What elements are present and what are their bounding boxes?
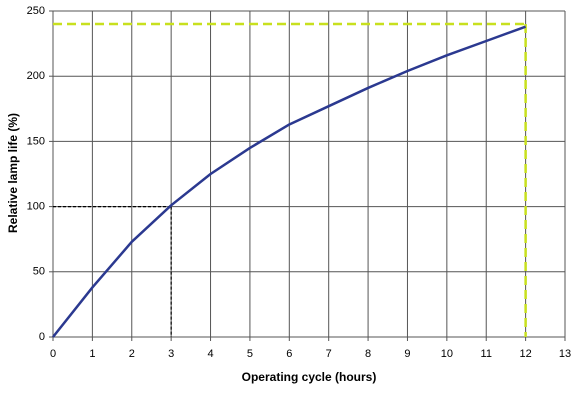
x-tick-label: 5 — [247, 348, 253, 360]
x-tick-label: 4 — [207, 348, 213, 360]
y-tick-label: 0 — [39, 331, 45, 343]
y-tick-label: 250 — [27, 5, 45, 17]
x-tick-label: 1 — [89, 348, 95, 360]
x-tick-label: 9 — [404, 348, 410, 360]
x-tick-label: 10 — [441, 348, 453, 360]
x-tick-label: 11 — [481, 348, 492, 360]
x-axis-title: Operating cycle (hours) — [242, 370, 377, 384]
x-tick-label: 0 — [50, 348, 56, 360]
y-tick-label: 50 — [33, 266, 45, 278]
x-tick-label: 13 — [559, 348, 571, 360]
x-tick-label: 6 — [286, 348, 292, 360]
x-tick-label: 2 — [129, 348, 135, 360]
x-tick-label: 12 — [519, 348, 531, 360]
y-tick-label: 150 — [27, 135, 45, 147]
line-series — [52, 25, 527, 338]
x-tick-label: 7 — [326, 348, 332, 360]
y-axis-title: Relative lamp life (%) — [6, 113, 20, 233]
y-tick-label: 100 — [27, 201, 45, 213]
x-tick-label: 3 — [168, 348, 174, 360]
x-tick-label: 8 — [365, 348, 371, 360]
y-tick-label: 200 — [27, 70, 45, 82]
